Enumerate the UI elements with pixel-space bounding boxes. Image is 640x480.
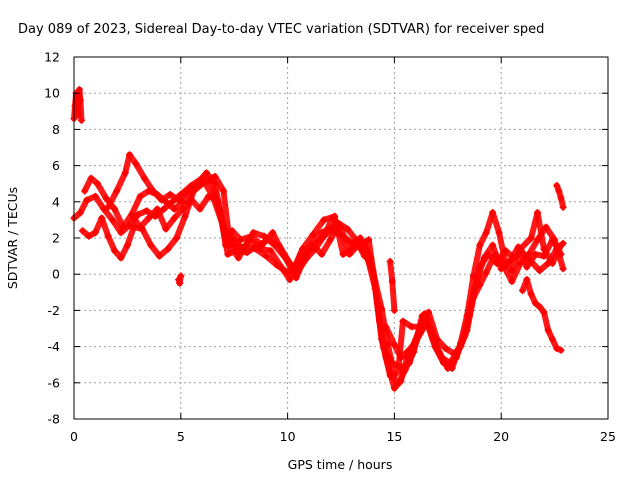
data-trace (431, 343, 447, 366)
y-tick-label: 12 (44, 50, 60, 65)
data-trace (293, 254, 308, 281)
data-series (79, 176, 567, 371)
data-trace (291, 245, 306, 272)
data-point (559, 203, 567, 211)
data-trace (496, 229, 509, 267)
data-trace (239, 229, 257, 254)
data-series (81, 172, 565, 387)
x-tick-label: 10 (280, 429, 296, 444)
data-point (77, 116, 85, 124)
data-trace (367, 254, 379, 285)
data-point (177, 272, 185, 280)
data-trace (449, 339, 464, 372)
data-points (70, 86, 567, 392)
data-trace (540, 309, 552, 334)
y-axis-label: SDTVAR / TECUs (5, 187, 20, 289)
y-tick-label: -2 (48, 303, 60, 318)
x-tick-label: 20 (493, 429, 509, 444)
data-trace (320, 215, 336, 240)
data-trace (267, 247, 285, 270)
data-trace (372, 278, 385, 312)
data-point (557, 346, 565, 354)
y-tick-label: -8 (48, 412, 61, 427)
x-axis: 0 5 10 15 20 25 (70, 57, 616, 444)
data-trace (384, 341, 398, 379)
chart-title: Day 089 of 2023, Sidereal Day-to-day VTE… (18, 22, 544, 37)
data-series (519, 276, 565, 354)
data-trace (113, 169, 129, 194)
x-tick-label: 25 (600, 429, 616, 444)
data-series (70, 86, 567, 314)
data-trace (352, 236, 368, 260)
data-point (557, 241, 565, 249)
data-point (559, 265, 567, 273)
data-trace (549, 242, 565, 267)
data-trace (382, 323, 398, 348)
y-tick-label: 2 (52, 231, 60, 246)
y-tick-label: -4 (48, 339, 61, 354)
grid (74, 57, 608, 419)
data-trace (508, 245, 524, 274)
data-trace (508, 260, 524, 285)
data-trace (124, 224, 137, 249)
data-trace (173, 213, 189, 241)
data-point (390, 306, 398, 314)
data-trace (425, 309, 441, 343)
data-point (425, 315, 433, 323)
data-trace (128, 193, 144, 218)
data-trace (472, 254, 488, 289)
x-tick-label: 5 (177, 429, 185, 444)
data-trace (214, 196, 229, 240)
x-axis-label: GPS time / hours (288, 457, 393, 472)
y-axis: -8 -6 -4 -2 0 2 4 6 8 10 12 (44, 50, 608, 427)
data-series (70, 174, 567, 392)
data-trace (154, 206, 169, 232)
data-trace (489, 209, 503, 236)
x-tick-label: 15 (386, 429, 402, 444)
data-point (360, 252, 368, 260)
data-trace (105, 187, 120, 211)
data-series (130, 192, 368, 282)
data-trace (357, 235, 374, 261)
data-trace (374, 300, 387, 352)
y-tick-label: 4 (52, 194, 60, 209)
y-tick-label: 6 (52, 158, 60, 173)
data-trace (417, 316, 432, 337)
data-trace (139, 225, 154, 249)
y-tick-label: -6 (48, 375, 61, 390)
data-trace (327, 220, 342, 243)
data-series (382, 315, 433, 361)
y-tick-label: 10 (44, 86, 60, 101)
data-trace (457, 312, 471, 346)
data-trace (534, 209, 547, 252)
y-tick-label: 8 (52, 122, 60, 137)
x-tick-label: 0 (70, 429, 78, 444)
y-tick-label: 0 (52, 267, 60, 282)
data-trace (98, 215, 112, 240)
data-trace (464, 273, 477, 319)
data-trace (389, 278, 398, 314)
data-trace (470, 242, 483, 280)
